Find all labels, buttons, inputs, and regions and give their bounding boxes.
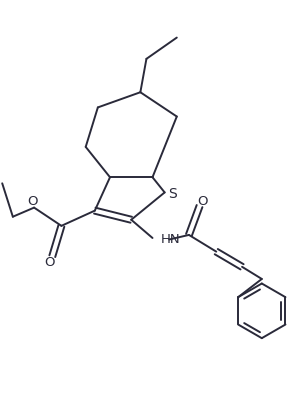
Text: O: O bbox=[44, 256, 55, 269]
Text: S: S bbox=[168, 187, 177, 201]
Text: O: O bbox=[197, 195, 208, 208]
Text: O: O bbox=[27, 195, 38, 208]
Text: HN: HN bbox=[161, 233, 181, 246]
